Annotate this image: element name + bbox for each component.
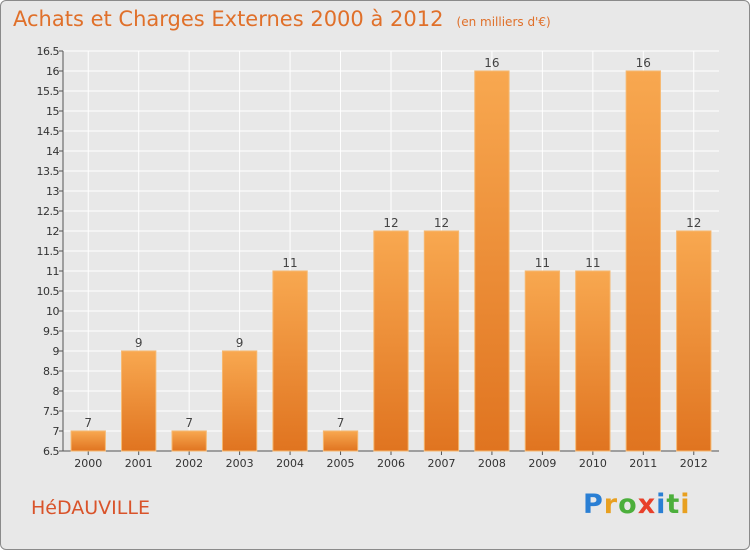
y-tick-label: 14.5: [37, 125, 60, 138]
bar-2003: [221, 350, 258, 452]
y-tick-label: 14: [46, 145, 59, 158]
y-tick-label: 8.5: [43, 365, 59, 378]
y-tick-label: 16: [46, 65, 59, 78]
bar-2012: [676, 230, 712, 452]
bar-2001: [121, 350, 157, 452]
labels: 7 2000 9 2001 7 2002 9 2003 11 2004 7 2005 12 2006 12 2…: [74, 56, 708, 470]
y-tick-label: 7: [53, 425, 60, 438]
x-tick-label: 2004: [276, 457, 304, 470]
bar-2007: [423, 230, 460, 452]
logo-letter: t: [666, 489, 681, 520]
bar-2008: [474, 70, 510, 452]
x-tick-label: 2009: [528, 457, 556, 470]
y-tick-label: 15: [46, 105, 59, 118]
x-tick-label: 2005: [327, 457, 355, 470]
logo-letter: r: [603, 489, 619, 520]
bars: [70, 70, 712, 452]
y-tick-label: 11.5: [37, 245, 60, 258]
bar-2002: [171, 430, 207, 452]
logo-letter: i: [680, 489, 691, 520]
x-tick-label: 2000: [74, 457, 102, 470]
bar-2011: [625, 70, 661, 452]
y-tick-label: 9.5: [43, 325, 59, 338]
x-tick-label: 2011: [629, 457, 657, 470]
logo-letter: i: [656, 489, 667, 520]
y-tick-label: 7.5: [43, 405, 59, 418]
bar-2010: [575, 270, 611, 452]
value-label: 12: [434, 216, 449, 230]
chart-title-text: Achats et Charges Externes 2000 à 2012: [13, 7, 444, 31]
y-tick-label: 9: [53, 345, 60, 358]
value-label: 11: [535, 256, 550, 270]
x-tick-label: 2012: [680, 457, 708, 470]
x-tick-label: 2003: [226, 457, 254, 470]
x-tick-label: 2010: [579, 457, 607, 470]
chart-title: Achats et Charges Externes 2000 à 2012 (…: [13, 7, 551, 31]
y-tick-label: 11: [46, 265, 59, 278]
x-tick-label: 2008: [478, 457, 506, 470]
bar-2006: [373, 230, 409, 452]
bar-2000: [70, 430, 106, 452]
x-tick-label: 2001: [125, 457, 153, 470]
value-label: 16: [636, 56, 651, 70]
y-tick-label: 13: [46, 185, 59, 198]
commune-name: HéDAUVILLE: [31, 497, 150, 519]
y-tick-label: 6.5: [43, 445, 59, 458]
value-label: 9: [236, 336, 244, 350]
value-label: 9: [135, 336, 143, 350]
value-label: 7: [185, 416, 193, 430]
y-tick-label: 10.5: [37, 285, 60, 298]
y-tick-label: 12.5: [37, 205, 60, 218]
bar-2004: [272, 270, 308, 452]
value-label: 12: [383, 216, 398, 230]
value-label: 7: [337, 416, 345, 430]
logo-letter: P: [583, 489, 604, 520]
x-tick-label: 2002: [175, 457, 203, 470]
value-label: 12: [686, 216, 701, 230]
x-tick-label: 2006: [377, 457, 405, 470]
value-label: 11: [585, 256, 600, 270]
value-label: 11: [282, 256, 297, 270]
y-tick-label: 13.5: [37, 165, 60, 178]
bar-2005: [322, 430, 359, 452]
y-tick-label: 16.5: [37, 45, 60, 58]
value-label: 16: [484, 56, 499, 70]
y-tick-label: 12: [46, 225, 59, 238]
logo-letter: x: [637, 489, 657, 520]
x-tick-label: 2007: [427, 457, 455, 470]
value-label: 7: [84, 416, 92, 430]
y-tick-label: 15.5: [37, 85, 60, 98]
y-tick-label: 10: [46, 305, 59, 318]
y-tick-label: 8: [53, 385, 60, 398]
bar-2009: [524, 270, 561, 452]
proxiti-logo[interactable]: Proxiti: [583, 489, 691, 520]
chart-unit: (en milliers d'€): [456, 15, 551, 29]
logo-letter: o: [618, 489, 638, 520]
